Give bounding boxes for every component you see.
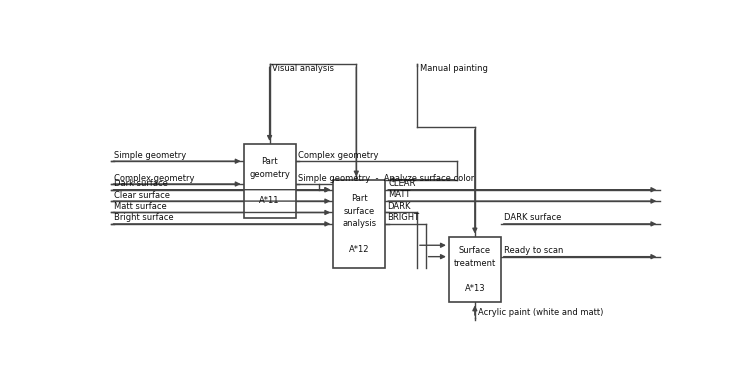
Text: Simple geometry  -  Analyze surface color: Simple geometry - Analyze surface color bbox=[298, 174, 474, 182]
Text: Visual analysis: Visual analysis bbox=[272, 64, 334, 73]
Text: Part: Part bbox=[261, 157, 278, 166]
Text: Manual painting: Manual painting bbox=[420, 64, 488, 73]
Bar bbox=[449, 237, 501, 302]
Text: treatment: treatment bbox=[454, 259, 496, 268]
Text: DARK: DARK bbox=[387, 202, 410, 211]
Text: Matt surface: Matt surface bbox=[114, 202, 167, 211]
Text: Surface: Surface bbox=[459, 246, 491, 255]
Text: DARK surface: DARK surface bbox=[504, 213, 561, 222]
Bar bbox=[333, 180, 385, 268]
Text: A*13: A*13 bbox=[465, 284, 485, 293]
Text: CLEAR: CLEAR bbox=[388, 179, 416, 188]
Text: Complex geometry: Complex geometry bbox=[114, 174, 195, 182]
Text: Complex geometry: Complex geometry bbox=[298, 151, 379, 160]
Text: A*12: A*12 bbox=[349, 245, 369, 254]
Text: surface: surface bbox=[344, 206, 374, 216]
Text: analysis: analysis bbox=[342, 219, 376, 228]
Text: Ready to scan: Ready to scan bbox=[504, 246, 563, 255]
Text: Bright surface: Bright surface bbox=[114, 213, 174, 222]
Bar bbox=[243, 144, 295, 218]
Text: Acrylic paint (white and matt): Acrylic paint (white and matt) bbox=[477, 308, 603, 317]
Text: Clear surface: Clear surface bbox=[114, 191, 170, 200]
Text: Simple geometry: Simple geometry bbox=[114, 151, 186, 160]
Text: Part: Part bbox=[351, 194, 368, 203]
Text: geometry: geometry bbox=[249, 170, 290, 179]
Text: MATT: MATT bbox=[388, 191, 410, 199]
Text: BRIGHT: BRIGHT bbox=[387, 213, 419, 222]
Text: Dark surface: Dark surface bbox=[114, 179, 168, 188]
Text: A*11: A*11 bbox=[260, 196, 280, 205]
